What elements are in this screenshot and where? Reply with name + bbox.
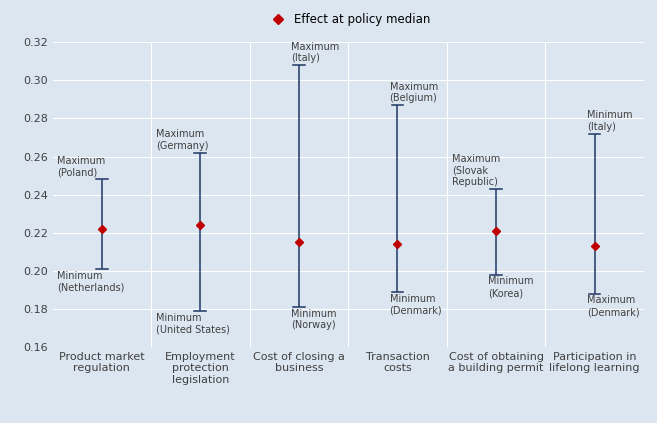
Text: Maximum
(Germany): Maximum (Germany) [156, 129, 208, 151]
Text: Maximum
(Denmark): Maximum (Denmark) [587, 295, 639, 317]
Text: Minimum
(Denmark): Minimum (Denmark) [390, 294, 442, 315]
Text: Minimum
(United States): Minimum (United States) [156, 313, 230, 334]
Text: Maximum
(Belgium): Maximum (Belgium) [390, 82, 438, 103]
Text: Minimum
(Netherlands): Minimum (Netherlands) [58, 271, 125, 292]
Legend: Effect at policy median: Effect at policy median [261, 8, 435, 31]
Text: Minimum
(Italy): Minimum (Italy) [587, 110, 632, 132]
Text: Maximum
(Italy): Maximum (Italy) [291, 41, 339, 63]
Text: Minimum
(Norway): Minimum (Norway) [291, 309, 336, 330]
Text: Maximum
(Slovak
Republic): Maximum (Slovak Republic) [451, 154, 500, 187]
Text: Minimum
(Korea): Minimum (Korea) [488, 277, 533, 298]
Text: Maximum
(Poland): Maximum (Poland) [58, 156, 106, 178]
